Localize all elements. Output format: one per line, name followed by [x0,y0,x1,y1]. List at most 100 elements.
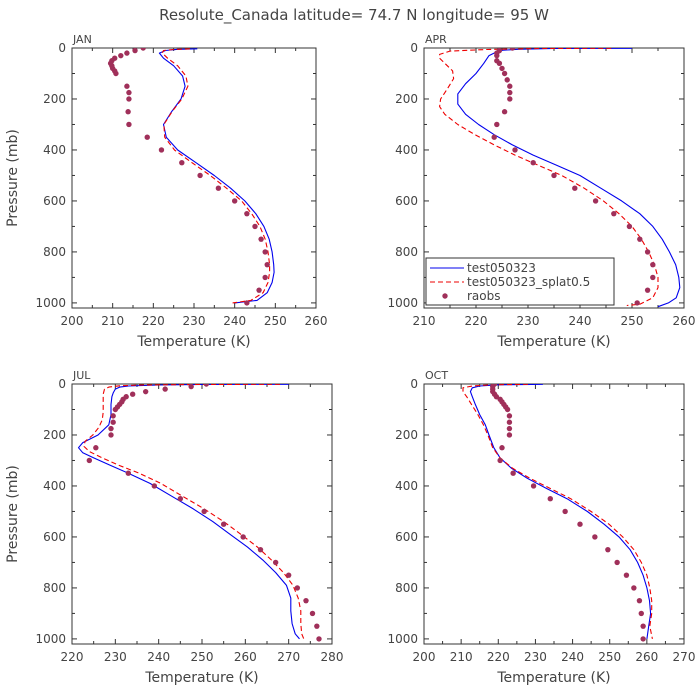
raobs-point [572,185,578,191]
raobs-point [129,391,136,397]
raobs-point [491,134,497,140]
raobs-point [626,223,633,230]
raobs-point [507,83,513,89]
y-tick-label-jul: 600 [43,530,66,544]
splat-line-jul [83,384,305,640]
y-tick-label-jan: 1000 [35,296,66,310]
raobs-point [494,52,500,59]
raobs-point [547,496,553,502]
x-tick-label-oct: 210 [450,650,473,664]
raobs-point [501,70,508,77]
y-tick-label-jan: 0 [58,41,66,55]
plot-frame-oct [423,383,685,645]
x-tick-label-jan: 250 [264,314,287,328]
raobs-point [504,77,510,83]
raobs-point [244,300,250,306]
raobs-point [262,249,268,255]
raobs-point [125,470,132,476]
raobs-point [530,483,537,489]
raobs-point [126,121,132,128]
raobs-point [650,261,656,268]
raobs-point [240,534,246,540]
panels: 200 210 220 230 240 250 260 0 200 400 600 800 1000 JA… [5,33,695,686]
series-group-oct [462,384,653,642]
x-tick-label-jul: 230 [104,650,127,664]
raobs-point [118,52,124,59]
raobs-point [110,419,116,425]
raobs-point [530,160,536,166]
y-tick-label-oct: 600 [395,530,418,544]
y-tick-label-jan: 200 [43,92,66,106]
x-tick-label-jan: 220 [142,314,165,328]
panel-title-oct: OCT [425,369,448,382]
test-line-jan [158,48,275,304]
raobs-point [507,96,513,102]
x-tick-label-apr: 260 [673,314,696,328]
raobs-point [640,623,646,629]
figure-title: Resolute_Canada latitude= 74.7 N longitu… [159,6,549,25]
raobs-point [509,48,516,51]
raobs-point [132,48,138,54]
y-tick-label-oct: 200 [395,428,418,442]
y-axis-label-jan: Pressure (mb) [5,129,21,227]
raobs-point [650,274,656,281]
x-tick-label-apr: 240 [569,314,592,328]
y-tick-label-jul: 0 [58,377,66,391]
raobs-point [294,585,301,591]
x-tick-label-jan: 260 [305,314,328,328]
panel-jan: 200 210 220 230 240 250 260 0 200 400 600 800 1000 JA… [5,33,327,350]
raobs-point [314,623,320,629]
y-tick-label-apr: 800 [395,245,418,259]
raobs-point [162,386,168,392]
series-group-jan [107,48,275,306]
raobs-point [638,610,644,617]
raobs-point [215,185,222,191]
y-tick-label-jul: 800 [43,581,66,595]
x-axis-label-jul: Temperature (K) [144,670,258,686]
raobs-point [507,89,513,96]
raobs-point [510,470,516,476]
raobs-point [637,236,643,242]
raobs-point [188,384,194,390]
x-axis-label-oct: Temperature (K) [496,670,610,686]
raobs-point [86,457,93,464]
raobs-point [256,287,262,293]
raobs-point [113,70,119,77]
raobs-point [504,406,511,413]
raobs-point [110,413,116,419]
x-tick-label-oct: 220 [487,650,510,664]
raobs-point [125,109,131,115]
y-axis-label-jul: Pressure (mb) [5,465,21,563]
raobs-point [179,160,185,166]
x-tick-label-oct: 230 [524,650,547,664]
x-tick-label-apr: 210 [413,314,436,328]
raobs-point [592,534,598,540]
y-tick-label-apr: 400 [395,143,418,157]
y-tick-label-jan: 400 [43,143,66,157]
raobs-point [634,300,640,306]
raobs-point [494,121,500,128]
test-line-jul [77,384,300,640]
legend-label: raobs [467,289,501,303]
raobs-point [272,559,279,566]
x-tick-label-jul: 250 [191,650,214,664]
y-tick-label-oct: 800 [395,581,418,595]
raobs-point [158,147,165,153]
y-tick-label-jul: 1000 [35,632,66,646]
raobs-point [144,134,150,140]
raobs-point [640,636,646,642]
raobs-point [108,425,114,432]
raobs-point [512,147,518,153]
x-tick-label-jul: 270 [277,650,300,664]
raobs-point [124,50,130,56]
raobs-point [142,388,149,395]
x-tick-label-jan: 210 [101,314,124,328]
raobs-point [126,96,132,102]
raobs-point [614,559,620,566]
x-tick-label-oct: 260 [635,650,658,664]
raobs-point [506,425,513,432]
x-tick-label-jan: 200 [61,314,84,328]
panel-oct: 200 210 220 230 240 250 260 270 0 200 400 600 800 100… [387,369,695,686]
raobs-point [197,172,203,179]
